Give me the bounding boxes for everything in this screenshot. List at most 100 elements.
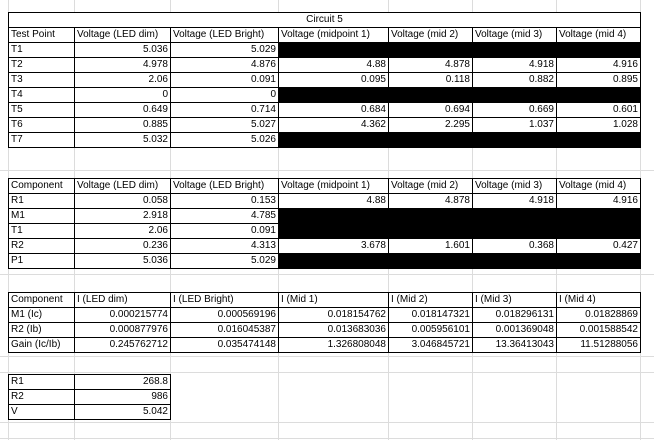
value-cell[interactable]: 0.013683036 [278, 322, 389, 338]
value-cell[interactable]: 5.029 [170, 253, 279, 269]
value-cell[interactable]: 4.918 [472, 193, 557, 209]
value-cell[interactable]: 0.885 [74, 117, 171, 133]
blacked-out-cell[interactable] [278, 223, 641, 239]
row-label-cell[interactable]: P1 [8, 253, 75, 269]
row-label-cell[interactable]: T1 [8, 223, 75, 239]
row-label-cell[interactable]: T5 [8, 102, 75, 118]
header-cell[interactable]: Component [8, 178, 75, 194]
row-label-cell[interactable]: R1 [8, 374, 75, 390]
header-cell[interactable]: I (LED Bright) [170, 292, 279, 308]
value-cell[interactable]: 0.684 [278, 102, 389, 118]
row-label-cell[interactable]: R2 [8, 389, 75, 405]
value-cell[interactable]: 4.916 [556, 193, 641, 209]
header-cell[interactable]: I (Mid 2) [388, 292, 473, 308]
value-cell[interactable]: 4.362 [278, 117, 389, 133]
value-cell[interactable]: 4.878 [388, 57, 473, 73]
row-label-cell[interactable]: R2 [8, 238, 75, 254]
value-cell[interactable]: 0.000877976 [74, 322, 171, 338]
value-cell[interactable]: 4.876 [170, 57, 279, 73]
value-cell[interactable]: 4.878 [388, 193, 473, 209]
value-cell[interactable]: 5.032 [74, 132, 171, 148]
value-cell[interactable]: 0.000569196 [170, 307, 279, 323]
circuit-title[interactable]: Circuit 5 [8, 12, 641, 28]
value-cell[interactable]: 5.027 [170, 117, 279, 133]
value-cell[interactable]: 1.037 [472, 117, 557, 133]
value-cell[interactable]: 0.091 [170, 223, 279, 239]
value-cell[interactable]: 3.046845721 [388, 337, 473, 353]
value-cell[interactable]: 0.001588542 [556, 322, 641, 338]
value-cell[interactable]: 0.882 [472, 72, 557, 88]
value-cell[interactable]: 0.118 [388, 72, 473, 88]
value-cell[interactable]: 2.06 [74, 72, 171, 88]
header-cell[interactable]: I (LED dim) [74, 292, 171, 308]
value-cell[interactable]: 1.601 [388, 238, 473, 254]
blacked-out-cell[interactable] [278, 132, 641, 148]
row-label-cell[interactable]: T4 [8, 87, 75, 103]
value-cell[interactable]: 2.06 [74, 223, 171, 239]
value-cell[interactable]: 0.001369048 [472, 322, 557, 338]
value-cell[interactable]: 3.678 [278, 238, 389, 254]
value-cell[interactable]: 5.036 [74, 253, 171, 269]
value-cell[interactable]: 0.153 [170, 193, 279, 209]
value-cell[interactable]: 0.018154762 [278, 307, 389, 323]
value-cell[interactable]: 2.295 [388, 117, 473, 133]
row-label-cell[interactable]: R1 [8, 193, 75, 209]
value-cell[interactable]: 0.035474148 [170, 337, 279, 353]
value-cell[interactable]: 13.36413043 [472, 337, 557, 353]
row-label-cell[interactable]: T6 [8, 117, 75, 133]
row-label-cell[interactable]: T3 [8, 72, 75, 88]
value-cell[interactable]: 4.313 [170, 238, 279, 254]
value-cell[interactable]: 0.095 [278, 72, 389, 88]
value-cell[interactable]: 0.895 [556, 72, 641, 88]
value-cell[interactable]: 0.236 [74, 238, 171, 254]
value-cell[interactable]: 4.918 [472, 57, 557, 73]
header-cell[interactable]: Voltage (LED dim) [74, 27, 171, 43]
value-cell[interactable]: 4.88 [278, 193, 389, 209]
header-cell[interactable]: Voltage (LED Bright) [170, 178, 279, 194]
header-cell[interactable]: Test Point [8, 27, 75, 43]
header-cell[interactable]: Voltage (mid 3) [472, 178, 557, 194]
blacked-out-cell[interactable] [278, 42, 641, 58]
row-label-cell[interactable]: T7 [8, 132, 75, 148]
value-cell[interactable]: 0.694 [388, 102, 473, 118]
row-label-cell[interactable]: R2 (Ib) [8, 322, 75, 338]
value-cell[interactable]: 268.8 [74, 374, 171, 390]
value-cell[interactable]: 0 [170, 87, 279, 103]
value-cell[interactable]: 0.01828869 [556, 307, 641, 323]
value-cell[interactable]: 4.916 [556, 57, 641, 73]
value-cell[interactable]: 2.918 [74, 208, 171, 224]
value-cell[interactable]: 0.427 [556, 238, 641, 254]
value-cell[interactable]: 5.042 [74, 404, 171, 420]
value-cell[interactable]: 0.016045387 [170, 322, 279, 338]
header-cell[interactable]: Voltage (LED dim) [74, 178, 171, 194]
header-cell[interactable]: I (Mid 4) [556, 292, 641, 308]
value-cell[interactable]: 0.714 [170, 102, 279, 118]
row-label-cell[interactable]: M1 [8, 208, 75, 224]
value-cell[interactable]: 0.601 [556, 102, 641, 118]
blacked-out-cell[interactable] [278, 87, 641, 103]
value-cell[interactable]: 986 [74, 389, 171, 405]
header-cell[interactable]: Voltage (mid 2) [388, 27, 473, 43]
blacked-out-cell[interactable] [278, 253, 641, 269]
value-cell[interactable]: 1.028 [556, 117, 641, 133]
value-cell[interactable]: 0.005956101 [388, 322, 473, 338]
row-label-cell[interactable]: T1 [8, 42, 75, 58]
header-cell[interactable]: Voltage (midpoint 1) [278, 178, 389, 194]
header-cell[interactable]: I (Mid 1) [278, 292, 389, 308]
value-cell[interactable]: 0.669 [472, 102, 557, 118]
row-label-cell[interactable]: V [8, 404, 75, 420]
value-cell[interactable]: 0.649 [74, 102, 171, 118]
value-cell[interactable]: 5.026 [170, 132, 279, 148]
value-cell[interactable]: 1.326808048 [278, 337, 389, 353]
header-cell[interactable]: Voltage (midpoint 1) [278, 27, 389, 43]
header-cell[interactable]: Component [8, 292, 75, 308]
header-cell[interactable]: I (Mid 3) [472, 292, 557, 308]
header-cell[interactable]: Voltage (mid 3) [472, 27, 557, 43]
value-cell[interactable]: 5.036 [74, 42, 171, 58]
blacked-out-cell[interactable] [278, 208, 641, 224]
value-cell[interactable]: 0.245762712 [74, 337, 171, 353]
value-cell[interactable]: 4.978 [74, 57, 171, 73]
value-cell[interactable]: 5.029 [170, 42, 279, 58]
value-cell[interactable]: 0.091 [170, 72, 279, 88]
value-cell[interactable]: 0.018147321 [388, 307, 473, 323]
